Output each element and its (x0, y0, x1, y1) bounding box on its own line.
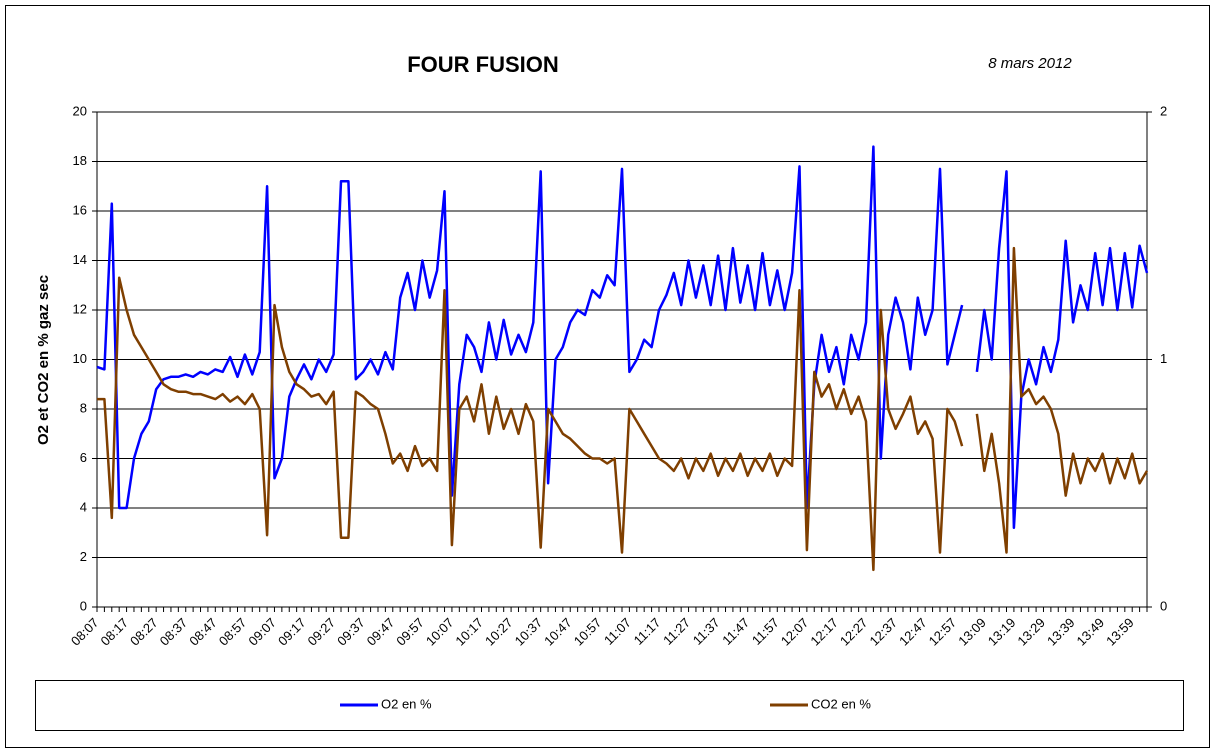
y-tick-label: 12 (73, 301, 87, 316)
y-tick-label: 4 (80, 499, 87, 514)
y-tick-label: 14 (73, 252, 87, 267)
series-line (97, 246, 1149, 572)
chart-border (5, 5, 1210, 748)
y-tick-label: 20 (73, 103, 87, 118)
y-tick-label: 16 (73, 202, 87, 217)
y2-tick-label: 2 (1160, 103, 1167, 118)
chart-subtitle: 8 mars 2012 (988, 55, 1072, 72)
legend-box (35, 680, 1184, 731)
y-tick-label: 0 (80, 598, 87, 613)
chart-title: FOUR FUSION (407, 52, 559, 77)
y2-tick-label: 0 (1160, 598, 1167, 613)
y-tick-label: 6 (80, 450, 87, 465)
legend-label: CO2 en % (811, 696, 871, 711)
y-tick-label: 10 (73, 351, 87, 366)
series-line (96, 145, 1149, 530)
y2-tick-label: 1 (1160, 351, 1167, 366)
y-tick-label: 2 (80, 549, 87, 564)
legend-label: O2 en % (381, 696, 432, 711)
y-tick-label: 18 (73, 153, 87, 168)
y-axis-label: O2 et CO2 en % gaz sec (35, 275, 52, 445)
y-tick-label: 8 (80, 400, 87, 415)
